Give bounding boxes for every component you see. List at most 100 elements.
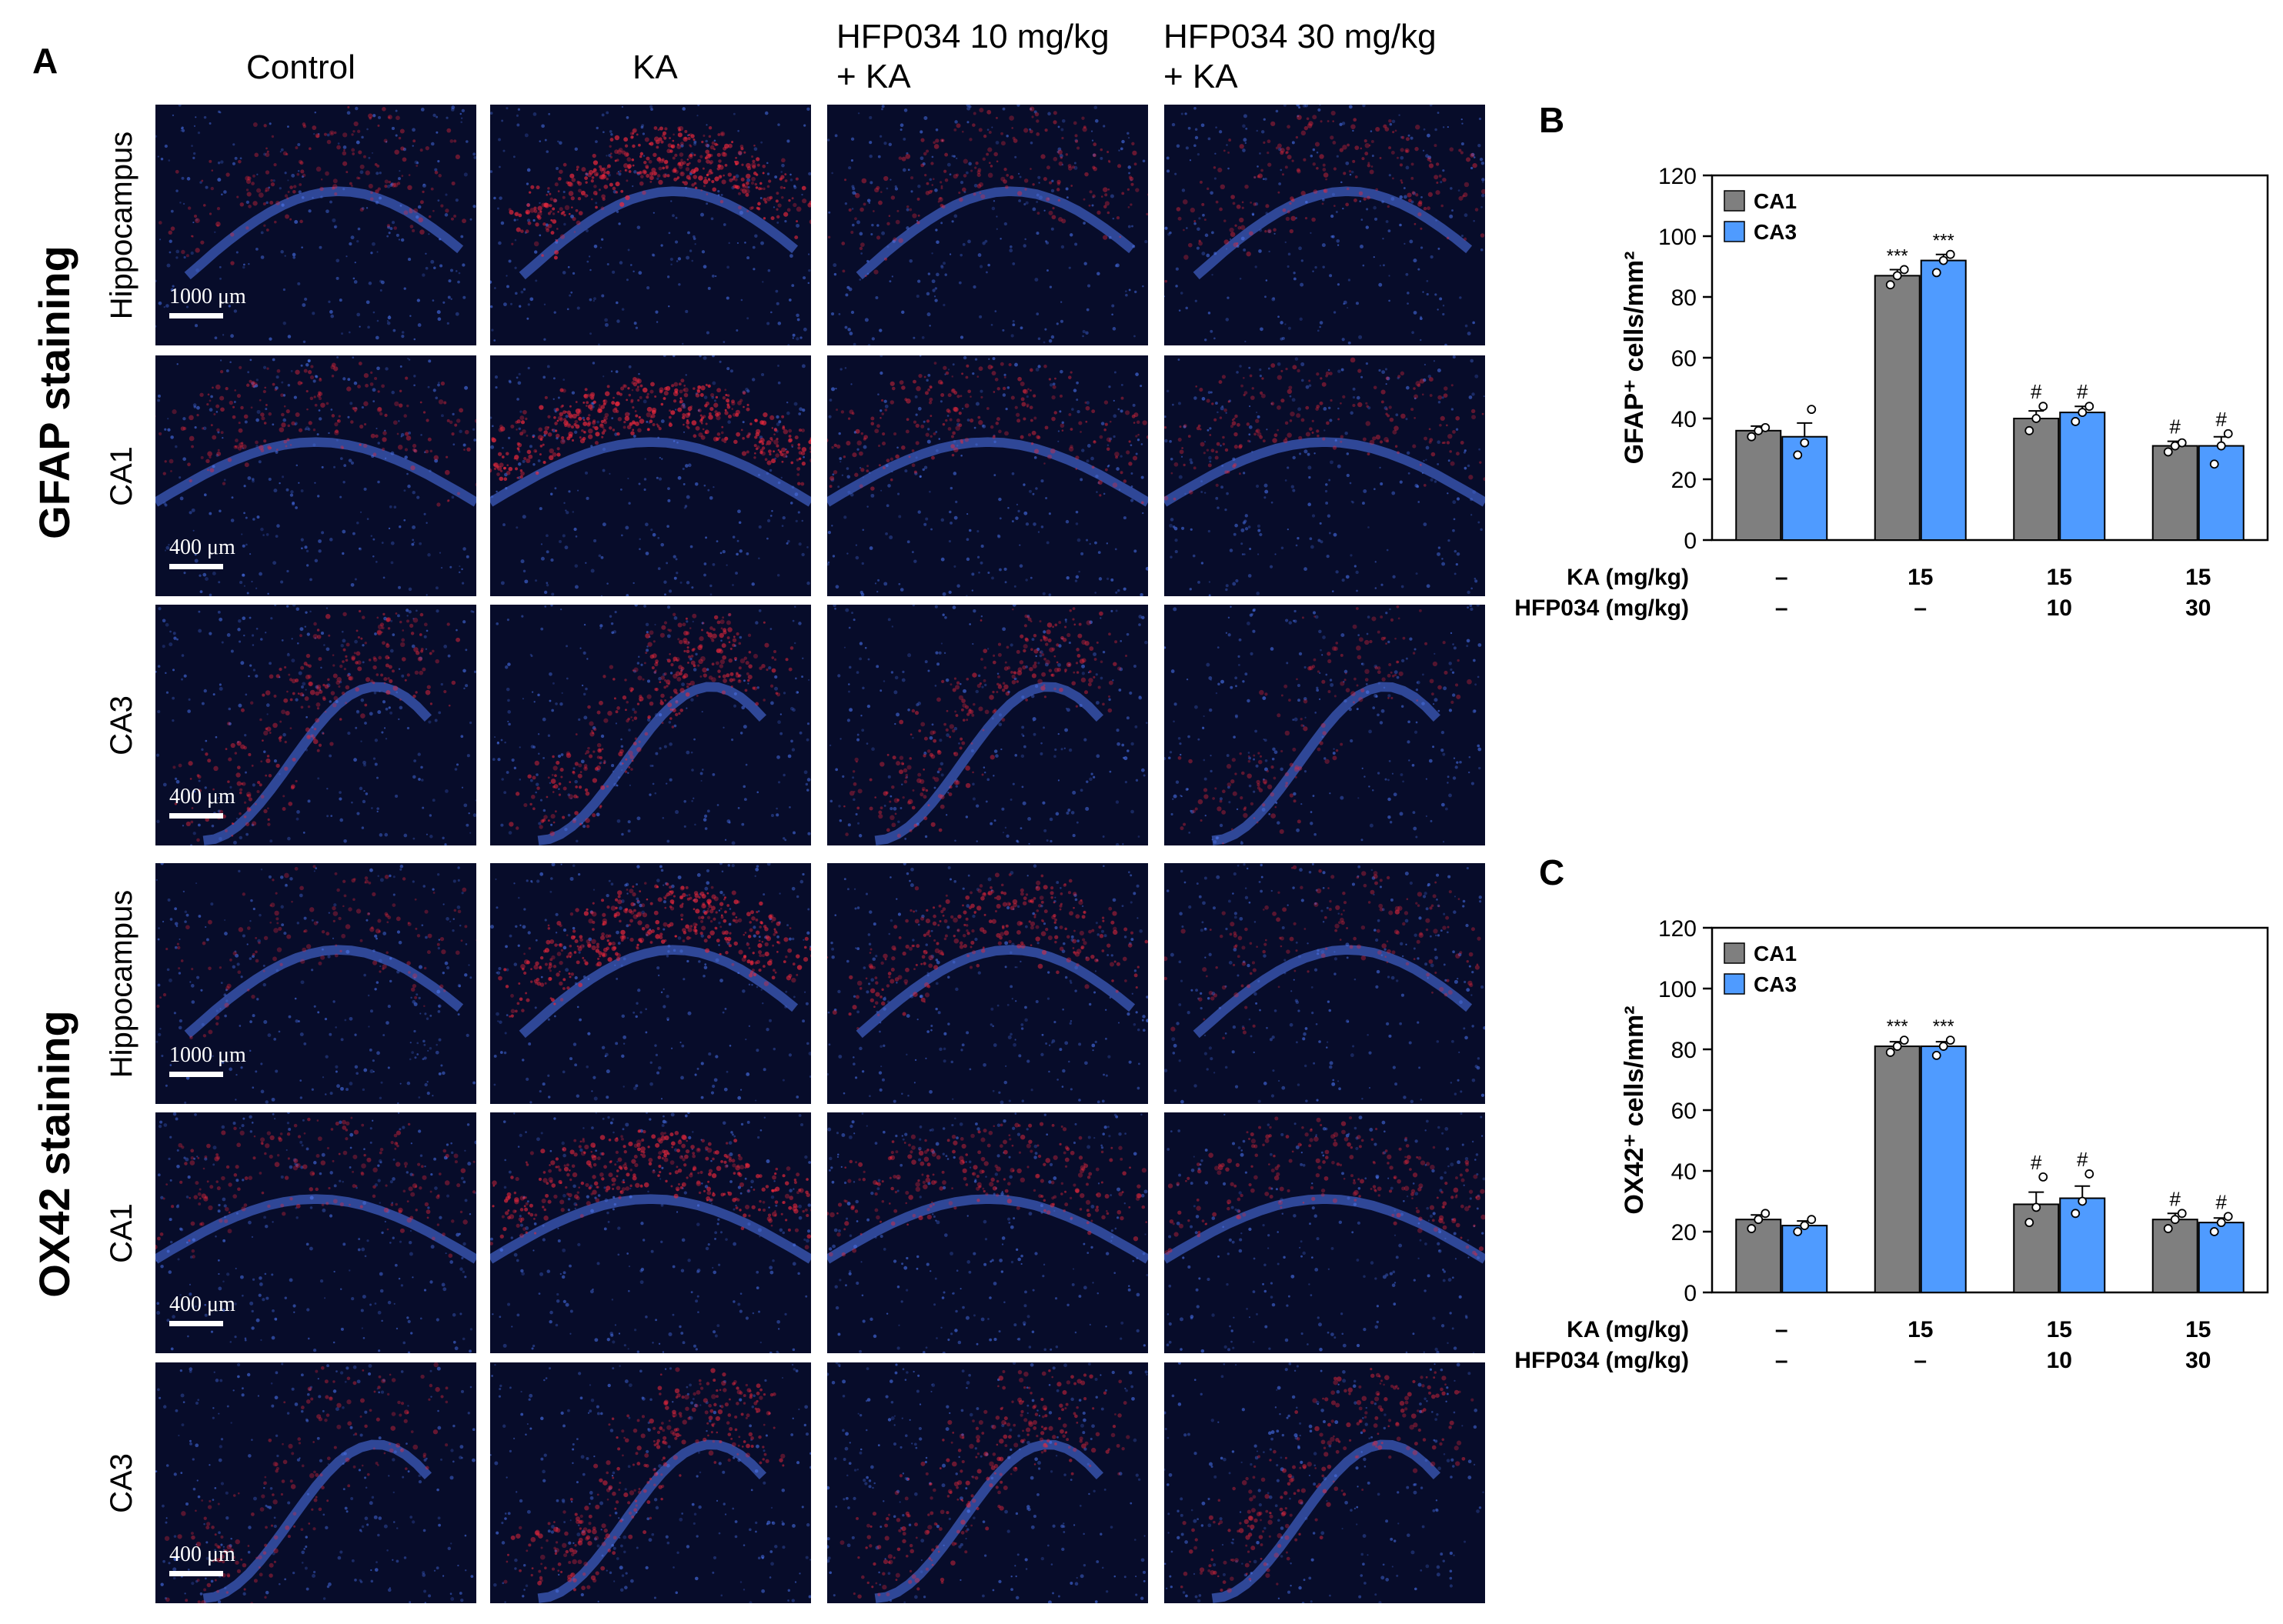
bar <box>2198 1222 2245 1293</box>
data-point <box>1793 1227 1803 1236</box>
y-axis-label: GFAP⁺ cells/mm² <box>1620 252 1649 465</box>
hfp034-dose-value: 30 <box>2185 595 2211 621</box>
scale-bar-line <box>169 1321 223 1326</box>
micrograph-tile <box>827 355 1148 596</box>
data-point <box>1754 1215 1764 1225</box>
data-point <box>2071 417 2081 426</box>
y-tick-label: 20 <box>1671 1220 1697 1246</box>
panel-letter: C <box>1539 852 1564 892</box>
data-point <box>2078 408 2088 418</box>
scale-bar-line <box>169 564 223 569</box>
data-point <box>2209 1227 2219 1236</box>
legend-swatch <box>1724 973 1745 995</box>
bar <box>2151 1219 2198 1294</box>
micrograph-tile <box>490 605 811 845</box>
data-point <box>1931 1050 1941 1060</box>
ka-row-label: KA (mg/kg) <box>1567 1317 1689 1342</box>
ka-dose-value: 15 <box>1908 1317 1933 1342</box>
micrograph-tile <box>490 355 811 596</box>
legend-swatch <box>1724 221 1745 242</box>
bar <box>2059 1197 2106 1293</box>
scale-bar-line <box>169 1072 223 1077</box>
scale-bar-label: 400 μm <box>169 535 235 559</box>
chart-b: B 0 20 40 60 80 100 120 GFAP⁺ cells/mm² *** # # *** #… <box>1514 100 2269 621</box>
data-point <box>2177 1209 2187 1219</box>
ka-dose-value: 15 <box>1908 565 1933 590</box>
significance-mark: *** <box>1887 245 1908 266</box>
data-point <box>2216 441 2226 451</box>
scale-bar: 400 μm <box>169 785 235 819</box>
y-tick-label: 40 <box>1671 1159 1697 1185</box>
row-label: CA1 <box>105 1202 139 1263</box>
micrograph-tile <box>1164 863 1485 1104</box>
data-point <box>1938 1042 1948 1051</box>
data-point <box>2031 414 2041 423</box>
data-point <box>1761 422 1771 432</box>
bar <box>1874 275 1921 541</box>
significance-mark: *** <box>1933 231 1954 252</box>
data-point <box>1793 450 1803 460</box>
significance-mark: *** <box>1887 1016 1908 1037</box>
bar <box>2013 1203 2060 1294</box>
hfp034-dose-value: 10 <box>2047 1348 2072 1373</box>
y-tick-label: 0 <box>1684 1281 1697 1306</box>
data-point <box>2223 429 2233 439</box>
data-point <box>2163 447 2173 457</box>
ka-dose-value: 15 <box>2185 565 2211 590</box>
scale-bar-label: 1000 μm <box>169 1043 246 1067</box>
column-header-control: Control <box>246 48 355 86</box>
significance-mark: *** <box>1933 1016 1954 1037</box>
data-point <box>1800 438 1810 448</box>
column-header-hfp034-30: HFP034 30 mg/kg + KA <box>1163 18 1437 95</box>
micrograph-tile: 1000 μm <box>155 863 476 1104</box>
data-point <box>1899 265 1909 275</box>
significance-mark: # <box>2216 408 2228 431</box>
bar <box>2198 445 2245 541</box>
data-point <box>1885 280 1895 290</box>
significance-mark: # <box>2216 1190 2228 1213</box>
y-axis-label: OX42⁺ cells/mm² <box>1620 1005 1649 1214</box>
ka-dose-value: 15 <box>2047 565 2072 590</box>
significance-mark: # <box>2077 1148 2088 1171</box>
data-point <box>2223 1212 2233 1222</box>
ka-dose-value: – <box>1775 565 1788 590</box>
data-point <box>1945 1035 1955 1045</box>
micrograph-tile <box>827 605 1148 845</box>
row-label: Hippocampus <box>105 889 139 1078</box>
section-label-gfap: GFAP staining <box>30 245 78 539</box>
row-label: CA3 <box>105 695 139 755</box>
data-point <box>1885 1048 1895 1057</box>
scale-bar-label: 400 μm <box>169 1542 235 1566</box>
hfp034-row-label: HFP034 (mg/kg) <box>1514 595 1689 621</box>
data-point <box>1807 405 1817 415</box>
micrograph-tile <box>490 863 811 1104</box>
data-point <box>2038 402 2048 412</box>
section-label-ox42: OX42 staining <box>30 1010 78 1298</box>
legend-label: CA3 <box>1754 972 1797 996</box>
hfp034-dose-value: 30 <box>2185 1348 2211 1373</box>
data-point <box>2084 1169 2094 1179</box>
data-point <box>1892 271 1902 281</box>
bar <box>2059 412 2106 541</box>
data-point <box>1945 249 1955 259</box>
ka-row-label: KA (mg/kg) <box>1567 565 1689 590</box>
legend-swatch <box>1724 942 1745 964</box>
micrograph-tile <box>827 863 1148 1104</box>
significance-mark: # <box>2170 415 2181 439</box>
significance-mark: # <box>2031 1151 2042 1174</box>
scale-bar-label: 400 μm <box>169 785 235 809</box>
data-point <box>2170 1215 2180 1225</box>
significance-mark: # <box>2170 1187 2181 1210</box>
micrograph-tile: 1000 μm <box>155 105 476 345</box>
row-label: Hippocampus <box>105 131 139 319</box>
hfp034-dose-value: – <box>1775 595 1788 621</box>
data-point <box>1747 432 1757 442</box>
hfp034-dose-value: – <box>1775 1348 1788 1373</box>
bar <box>1735 429 1782 541</box>
micrograph-tile <box>1164 1362 1485 1603</box>
data-point <box>1938 255 1948 265</box>
scale-bar: 400 μm <box>169 1293 235 1326</box>
panel-letter-a: A <box>32 41 58 81</box>
data-point <box>2024 1218 2034 1228</box>
micrograph-tile <box>827 105 1148 345</box>
